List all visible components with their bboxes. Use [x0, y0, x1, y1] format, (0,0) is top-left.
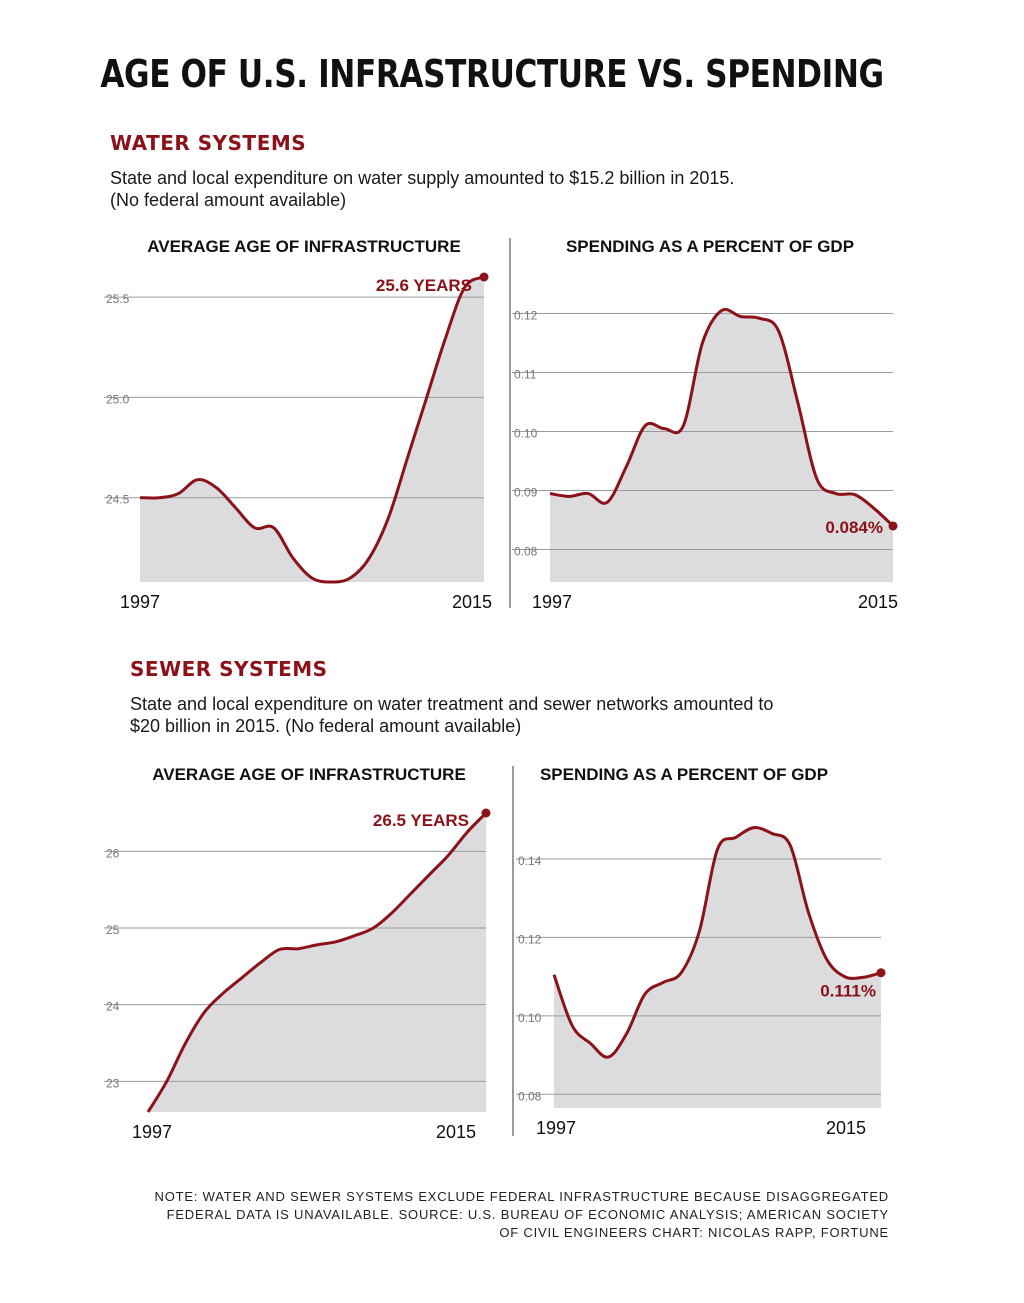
- sewer-age-end-point: [481, 808, 491, 818]
- sewer-spending-ytick-label: 0.08: [518, 1089, 542, 1103]
- water-age-chart: AVERAGE AGE OF INFRASTRUCTURE 24.5 25.0 25.…: [104, 237, 492, 612]
- water-age-chart-title: AVERAGE AGE OF INFRASTRUCTURE: [147, 237, 461, 256]
- water-chart-divider: [509, 238, 511, 608]
- water-age-end-label: 25.6 YEARS: [376, 276, 472, 295]
- sewer-age-end-label: 26.5 YEARS: [373, 811, 469, 830]
- water-age-xtick-label: 1997: [120, 592, 160, 612]
- water-spending-end-point: [888, 521, 898, 531]
- water-spending-area: [550, 309, 893, 582]
- water-age-area: [140, 277, 484, 582]
- sewer-spending-ytick-label: 0.10: [518, 1011, 542, 1025]
- water-spending-chart: SPENDING AS A PERCENT OF GDP 0.08 0.09 0.10…: [512, 237, 898, 612]
- water-description: State and local expenditure on water sup…: [110, 167, 734, 211]
- sewer-spending-chart: SPENDING AS A PERCENT OF GDP 0.08 0.10 0.12…: [516, 765, 886, 1138]
- water-description-line1: State and local expenditure on water sup…: [110, 168, 735, 188]
- sewer-age-chart: AVERAGE AGE OF INFRASTRUCTURE 23 24 25 26 26.…: [104, 765, 491, 1142]
- water-age-ytick-label: 25.0: [106, 392, 130, 406]
- water-age-series-line: [139, 275, 485, 584]
- sewer-description: State and local expenditure on water tre…: [130, 693, 773, 737]
- footnote: NOTE: WATER AND SEWER SYSTEMS EXCLUDE FE…: [155, 1188, 889, 1242]
- sewer-age-ytick-label: 26: [106, 846, 120, 860]
- footnote-line1: NOTE: WATER AND SEWER SYSTEMS EXCLUDE FE…: [154, 1189, 889, 1204]
- sewer-age-ytick-label: 23: [106, 1076, 120, 1090]
- water-spending-ytick-label: 0.08: [514, 545, 538, 559]
- water-spending-ytick-label: 0.11: [514, 368, 537, 382]
- sewer-age-xtick-label: 1997: [132, 1122, 172, 1142]
- sewer-spending-ytick-label: 0.12: [518, 932, 542, 946]
- sewer-description-line1: State and local expenditure on water tre…: [130, 694, 774, 714]
- sewer-age-series-line: [146, 811, 488, 1113]
- sewer-spending-series-line: [552, 826, 882, 1059]
- water-spending-ytick-label: 0.10: [514, 427, 538, 441]
- sewer-section-heading: SEWER SYSTEMS: [130, 657, 328, 681]
- sewer-age-xtick-label: 2015: [436, 1122, 476, 1142]
- sewer-spending-chart-title: SPENDING AS A PERCENT OF GDP: [540, 765, 828, 784]
- water-spending-end-label: 0.084%: [825, 518, 883, 537]
- water-spending-xtick-label: 1997: [532, 592, 572, 612]
- sewer-spending-end-point: [876, 968, 886, 978]
- sewer-age-area: [148, 813, 486, 1112]
- sewer-age-chart-title: AVERAGE AGE OF INFRASTRUCTURE: [152, 765, 466, 784]
- water-spending-ytick-label: 0.09: [514, 486, 538, 500]
- sewer-spending-end-label: 0.111%: [820, 982, 876, 1001]
- water-age-xtick-label: 2015: [452, 592, 492, 612]
- sewer-description-line2: $20 billion in 2015. (No federal amount …: [130, 716, 522, 736]
- water-spending-series-line: [549, 307, 895, 528]
- sewer-spending-xtick-label: 2015: [826, 1118, 866, 1138]
- sewer-age-ytick-label: 24: [106, 1000, 120, 1014]
- water-spending-ytick-label: 0.12: [514, 309, 538, 323]
- sewer-spending-ytick-label: 0.14: [518, 854, 542, 868]
- page-title: AGE OF U.S. INFRASTRUCTURE VS. SPENDING: [100, 52, 884, 96]
- water-age-ytick-label: 25.5: [106, 292, 130, 306]
- footnote-line2: FEDERAL DATA IS UNAVAILABLE. SOURCE: U.S…: [166, 1207, 889, 1222]
- sewer-spending-xtick-label: 1997: [536, 1118, 576, 1138]
- water-age-ytick-label: 24.5: [106, 493, 130, 507]
- sewer-chart-divider: [512, 766, 514, 1136]
- sewer-age-ytick-label: 25: [106, 923, 120, 937]
- water-description-line2: (No federal amount available): [110, 190, 347, 210]
- water-age-end-point: [479, 272, 489, 282]
- water-section-heading: WATER SYSTEMS: [110, 131, 307, 155]
- footnote-line3: OF CIVIL ENGINEERS CHART: NICOLAS RAPP, …: [499, 1225, 889, 1240]
- sewer-spending-area: [554, 827, 881, 1108]
- water-spending-chart-title: SPENDING AS A PERCENT OF GDP: [566, 237, 854, 256]
- water-spending-xtick-label: 2015: [858, 592, 898, 612]
